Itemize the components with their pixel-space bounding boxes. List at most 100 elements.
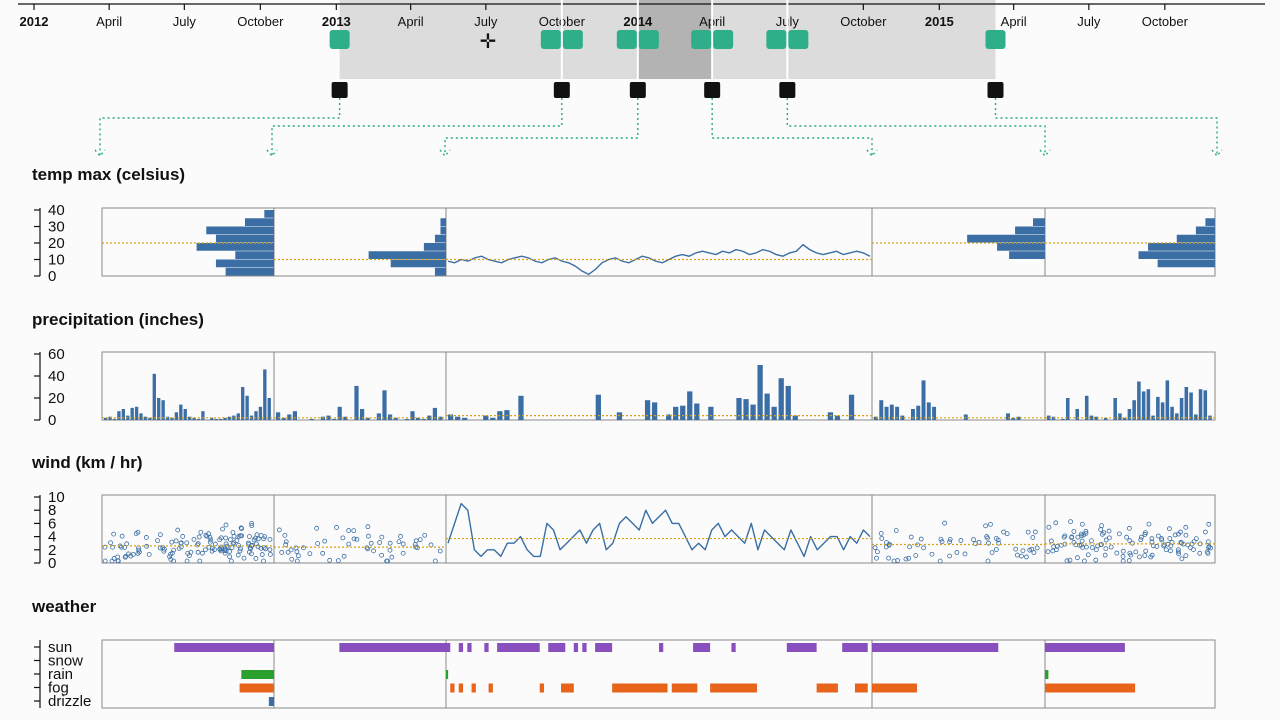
wind-point xyxy=(227,537,233,543)
split-handle[interactable] xyxy=(629,82,646,98)
timeline-brush[interactable]: 2012 April July October 2013 April July October… xyxy=(0,0,1280,160)
precip-bar xyxy=(192,417,196,420)
weather-fog-bar xyxy=(539,683,544,693)
wind-point xyxy=(906,555,912,561)
wind-point xyxy=(168,551,173,557)
wind-point xyxy=(1081,558,1087,564)
wind-point xyxy=(947,539,952,545)
wind-point xyxy=(1159,537,1165,543)
wind-point xyxy=(241,555,247,561)
split-handle[interactable] xyxy=(987,82,1004,98)
precip-bar xyxy=(834,415,841,420)
precip-bar xyxy=(916,405,921,420)
weather-sun-bar xyxy=(467,643,472,652)
split-handle[interactable] xyxy=(553,82,570,98)
wind-point xyxy=(122,545,128,550)
wind-point xyxy=(283,539,289,545)
brush-handle[interactable] xyxy=(638,30,659,49)
wind-point xyxy=(1155,533,1161,539)
brush-handle[interactable] xyxy=(540,30,561,49)
wind-point xyxy=(261,545,267,551)
wind-point xyxy=(238,546,243,552)
wind-point xyxy=(993,536,999,541)
brush-handle[interactable] xyxy=(766,30,787,49)
wind-point xyxy=(110,544,115,550)
wind-panel-title: wind (km / hr) xyxy=(31,453,143,472)
wind-point xyxy=(1064,558,1070,564)
wind-point xyxy=(1183,524,1189,530)
weather-sun-bar xyxy=(484,643,489,652)
wind-point xyxy=(207,539,213,545)
wind-point xyxy=(178,540,184,546)
split-handle[interactable] xyxy=(779,82,796,98)
precip-bar xyxy=(410,411,415,420)
category-label: drizzle xyxy=(48,693,91,710)
wind-point xyxy=(261,558,266,564)
wind-point xyxy=(1001,529,1007,535)
wind-point xyxy=(929,551,935,557)
precip-bar xyxy=(112,418,117,420)
brush-handle[interactable] xyxy=(713,30,734,49)
weather-fog-bar xyxy=(872,683,917,693)
wind-point xyxy=(169,539,175,545)
precip-bar xyxy=(785,385,791,420)
brush-handle[interactable] xyxy=(329,30,350,49)
precip-bar xyxy=(1118,413,1122,420)
precip-bar xyxy=(932,406,937,420)
precip-bar xyxy=(771,406,777,420)
brush-handle[interactable] xyxy=(985,30,1006,49)
wind-segment xyxy=(872,520,1045,564)
precip-bar xyxy=(666,414,672,420)
precip-bar xyxy=(1198,389,1203,420)
wind-point xyxy=(267,537,273,542)
wind-point xyxy=(346,528,352,533)
precip-segment xyxy=(1045,380,1215,420)
wind-point xyxy=(218,535,224,541)
wind-point xyxy=(417,537,423,543)
weather-sun-bar xyxy=(497,643,540,652)
precip-bar xyxy=(895,406,900,420)
wind-point xyxy=(1176,551,1182,557)
wind-point xyxy=(198,529,204,535)
wind-point xyxy=(1183,532,1189,538)
wind-point xyxy=(351,528,357,534)
wind-point xyxy=(1167,526,1172,532)
split-connector-line xyxy=(994,98,1218,155)
split-handle[interactable] xyxy=(331,82,348,98)
precip-bar xyxy=(1184,387,1189,420)
histogram-bar xyxy=(235,251,274,259)
precip-bar xyxy=(438,416,443,420)
wind-point xyxy=(1179,556,1185,562)
weather-fog-bar xyxy=(471,683,476,693)
precip-bar xyxy=(1122,417,1127,420)
wind-point xyxy=(102,558,108,564)
histogram-bar xyxy=(1205,218,1215,226)
timeline-tick-label: October xyxy=(840,14,887,29)
wind-point xyxy=(188,549,194,555)
wind-point xyxy=(878,530,884,536)
brush-handle[interactable] xyxy=(562,30,583,49)
wind-point xyxy=(1138,537,1144,543)
brush-handle[interactable] xyxy=(616,30,637,49)
brush-handle[interactable] xyxy=(691,30,712,49)
wind-point xyxy=(322,538,328,544)
precip-bar xyxy=(104,417,108,420)
wind-point xyxy=(1197,550,1203,556)
brush-handle[interactable] xyxy=(788,30,809,49)
wind-point xyxy=(1106,528,1112,534)
split-handle[interactable] xyxy=(704,82,721,98)
wind-point xyxy=(1069,535,1074,541)
weather-fog-bar xyxy=(239,683,274,693)
wind-point xyxy=(1185,542,1191,548)
wind-point xyxy=(1062,533,1068,539)
y-tick-label: 40 xyxy=(48,202,65,219)
wind-point xyxy=(1083,544,1089,550)
wind-point xyxy=(947,553,952,559)
wind-point xyxy=(1149,536,1155,542)
wind-point xyxy=(222,546,228,552)
precip-bar xyxy=(680,405,686,420)
wind-point xyxy=(253,556,259,561)
wind-point xyxy=(1127,550,1133,556)
